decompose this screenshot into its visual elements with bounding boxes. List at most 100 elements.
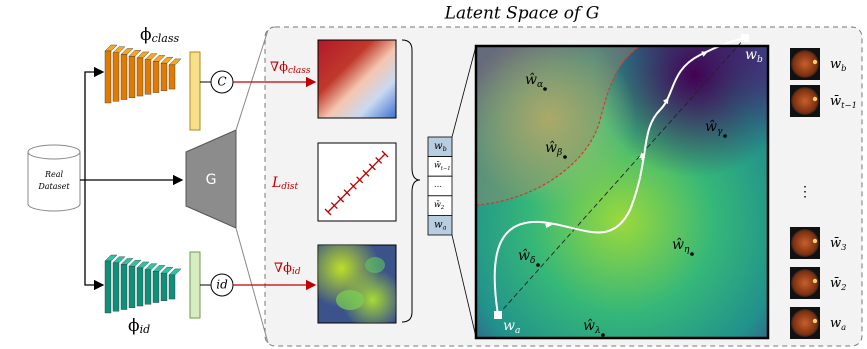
- layer: [161, 63, 167, 91]
- layer: [169, 269, 181, 275]
- generator-label: G: [206, 172, 217, 188]
- label: …: [434, 180, 442, 189]
- label-base: w: [830, 57, 841, 72]
- label-base: w: [830, 316, 841, 331]
- layer: [169, 65, 175, 89]
- label-sub: b: [443, 145, 447, 153]
- label-base: w: [745, 47, 757, 63]
- latent-stack: wbw̄t−1…w̄2wa: [428, 137, 452, 235]
- layer: [137, 268, 143, 306]
- layer: [105, 45, 117, 51]
- id-gradient-map: [318, 245, 396, 323]
- layer: [153, 271, 159, 302]
- class-encoder-label: ϕclass: [140, 25, 179, 46]
- layer: [105, 261, 111, 313]
- label-base: ϕ: [128, 316, 140, 336]
- layer: [105, 51, 111, 103]
- label-base: ŵ: [545, 140, 557, 156]
- label-base: L: [271, 175, 281, 191]
- label-base: ŵ: [583, 318, 595, 334]
- label-sub: β: [556, 148, 562, 158]
- dataset-label: Real: [44, 170, 64, 179]
- disc: [813, 279, 817, 283]
- layer: [113, 47, 125, 53]
- label-base: w̄: [830, 276, 841, 291]
- label-base: ŵ: [518, 248, 530, 264]
- layer: [129, 50, 141, 56]
- layer: [145, 60, 151, 95]
- title: Latent Space of G: [444, 4, 600, 24]
- label-sub: b: [757, 55, 763, 65]
- point: [543, 87, 547, 91]
- label-base: ∇ϕ: [270, 60, 288, 75]
- label-sub: class: [152, 32, 180, 45]
- layer: [145, 54, 157, 60]
- label-sub: a: [515, 326, 520, 336]
- layer: [169, 59, 181, 65]
- layer: [121, 54, 127, 99]
- label-base: ŵ: [672, 237, 684, 253]
- diagram: Latent Space of G Real Dataset G C ϕclas…: [0, 0, 867, 349]
- class-encoder: [105, 45, 181, 103]
- dataset-label: Dataset: [37, 182, 70, 191]
- layer: [161, 57, 173, 63]
- layer: [145, 264, 157, 270]
- label-sub: b: [841, 62, 846, 72]
- label-sub: id: [292, 267, 301, 277]
- layer: [161, 273, 167, 301]
- label-base: ∇ϕ: [274, 261, 292, 276]
- label-sub: t−1: [441, 166, 451, 172]
- layer: [105, 255, 117, 261]
- label-sub: η: [684, 245, 690, 255]
- id-encoder: [105, 255, 181, 313]
- label-base: w̄: [830, 236, 841, 251]
- point: [536, 263, 540, 267]
- projection-lines: [236, 30, 268, 343]
- label-sub: 2: [440, 205, 444, 211]
- label-base: …: [434, 180, 442, 189]
- label-sub: class: [288, 66, 311, 76]
- label-sub: a: [443, 223, 447, 231]
- label-base: ϕ: [140, 25, 152, 45]
- point: [601, 333, 605, 337]
- layer: [153, 55, 165, 61]
- layer: [153, 61, 159, 92]
- layer: [113, 257, 125, 263]
- disc: [813, 239, 817, 243]
- layer: [161, 267, 173, 273]
- id-encoder-label: ϕid: [128, 316, 150, 337]
- label-base: w̄: [830, 94, 841, 109]
- latent-space: [476, 34, 768, 338]
- class-feature: [190, 52, 200, 130]
- label-sub: γ: [717, 127, 723, 137]
- label-sub: a: [841, 321, 846, 331]
- arrows: [80, 72, 182, 285]
- label-sub: id: [140, 323, 151, 336]
- layer: [137, 52, 149, 58]
- layer: [121, 258, 133, 264]
- layer: [153, 265, 165, 271]
- label-sub: dist: [281, 182, 298, 192]
- label-base: w: [503, 318, 515, 334]
- disc: [813, 319, 817, 323]
- layer: [129, 266, 135, 308]
- layer: [137, 58, 143, 96]
- class-node-label: C: [217, 75, 226, 89]
- label-sub: δ: [530, 256, 536, 266]
- dataset: Real Dataset: [28, 145, 80, 211]
- layer: [129, 56, 135, 98]
- disc: [813, 97, 817, 101]
- label-sub: α: [537, 80, 543, 90]
- layer: [121, 264, 127, 309]
- disc: [813, 60, 817, 64]
- layer: [121, 48, 133, 54]
- label-sub: 3: [841, 241, 846, 251]
- ellipsis: ⋮: [798, 184, 812, 200]
- layer: [137, 262, 149, 268]
- label-base: ŵ: [705, 119, 717, 135]
- point: [563, 155, 567, 159]
- point: [690, 252, 694, 256]
- label-sub: t−1: [841, 99, 857, 109]
- label-sub: 2: [840, 281, 846, 291]
- id-feature: [190, 252, 200, 318]
